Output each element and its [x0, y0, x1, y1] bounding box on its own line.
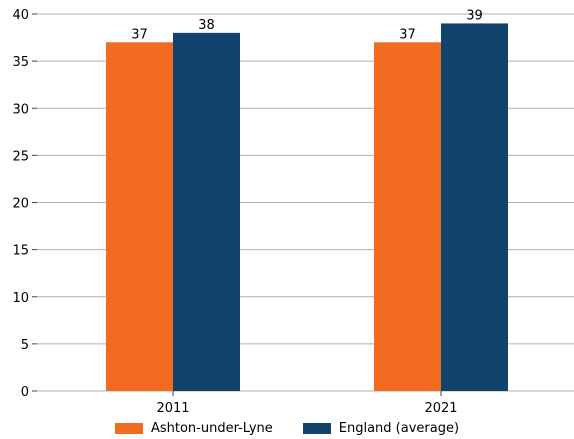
- legend: Ashton-under-Lyne England (average): [0, 421, 574, 436]
- y-tick-label: 25: [12, 149, 29, 164]
- data-label: 37: [399, 27, 416, 42]
- legend-label-ashton: Ashton-under-Lyne: [150, 421, 273, 436]
- y-tick-label: 35: [12, 55, 29, 70]
- bar-ashton-2011: [106, 42, 173, 392]
- y-tick-label: 20: [12, 197, 29, 212]
- bars: [106, 23, 508, 392]
- legend-label-england: England (average): [338, 421, 460, 436]
- legend-swatch-england: [302, 423, 331, 434]
- x-tick-label: 2021: [424, 401, 457, 416]
- legend-item-england: England (average): [302, 421, 460, 436]
- legend-swatch-ashton: [114, 423, 143, 434]
- data-label: 38: [198, 18, 215, 33]
- y-tick-label: 40: [12, 8, 29, 23]
- y-tick-label: 0: [21, 385, 29, 400]
- bar-england-2021: [441, 23, 508, 392]
- x-axis: 2011 2021: [156, 391, 458, 416]
- data-labels: 37 38 37 39: [131, 8, 483, 42]
- bar-england-2011: [173, 32, 240, 391]
- bar-ashton-2021: [374, 42, 441, 392]
- data-label: 39: [466, 8, 483, 23]
- legend-item-ashton: Ashton-under-Lyne: [114, 421, 273, 436]
- y-tick-label: 5: [21, 338, 29, 353]
- data-label: 37: [131, 27, 148, 42]
- y-tick-label: 30: [12, 102, 29, 117]
- y-tick-label: 10: [12, 291, 29, 306]
- x-tick-label: 2011: [156, 401, 189, 416]
- y-axis: 0 5 10 15 20 25 30 35 40: [12, 8, 37, 400]
- y-tick-label: 15: [12, 244, 29, 259]
